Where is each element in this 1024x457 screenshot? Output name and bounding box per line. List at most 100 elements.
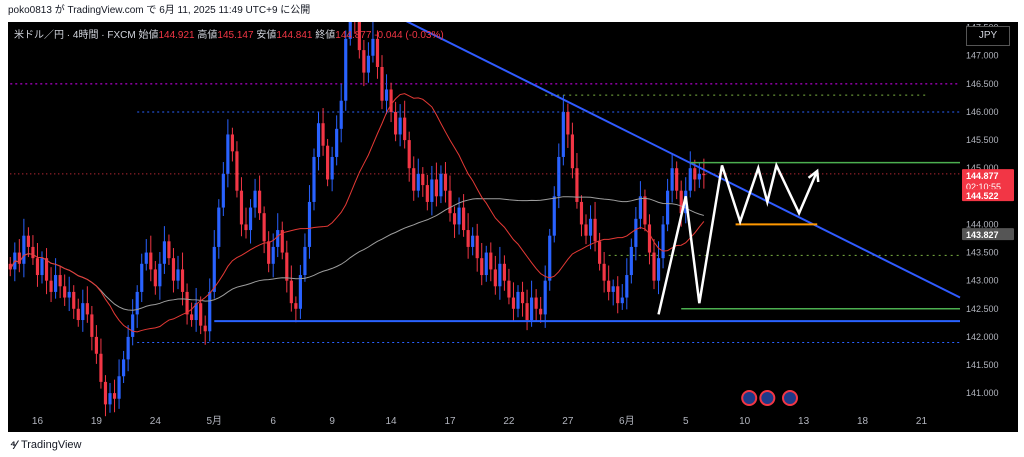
candle-body: [439, 173, 443, 197]
candle-body: [389, 89, 393, 112]
candle-body: [312, 156, 316, 202]
candle-body: [298, 275, 302, 309]
candle-body: [81, 303, 85, 321]
candle-body: [271, 246, 275, 264]
y-tick-label: 143.500: [966, 248, 999, 258]
candle-body: [321, 123, 325, 146]
y-tick-label: 141.000: [966, 388, 999, 398]
candle-body: [344, 38, 348, 101]
candle-body: [335, 128, 339, 157]
candle-body: [398, 117, 402, 135]
candle-body: [552, 196, 556, 236]
price-chart[interactable]: 141.000 141.500 142.000 142.500 143.000 143.5…: [8, 0, 1018, 432]
slow-moving-average-line: [9, 196, 705, 311]
candle-body: [135, 291, 139, 315]
candle-body: [31, 246, 35, 259]
candle-body: [326, 145, 330, 180]
candle-body: [153, 269, 157, 287]
candle-body: [267, 241, 271, 264]
candle-body: [484, 252, 488, 276]
price-axis-bg: [960, 22, 1018, 432]
x-tick-label: 14: [386, 416, 398, 427]
y-tick-label: 143.000: [966, 276, 999, 286]
candle-body: [40, 258, 44, 276]
candle-body: [103, 381, 108, 405]
candle-body: [593, 218, 597, 242]
y-tick-label: 146.500: [966, 79, 999, 89]
candle-body: [49, 280, 53, 292]
y-tick-label: 147.000: [966, 51, 999, 61]
candle-body: [611, 286, 615, 292]
candle-body: [76, 308, 80, 321]
candle-body: [702, 173, 706, 176]
candle-body: [588, 218, 593, 236]
candle-body: [579, 201, 584, 225]
candle-body: [180, 269, 185, 292]
publisher-line: poko0813 が TradingView.com で 6月 11, 2025…: [8, 5, 311, 16]
candle-body: [548, 235, 552, 281]
candle-body: [421, 173, 425, 186]
candle-body: [22, 235, 26, 264]
y-tick-label: 142.500: [966, 304, 999, 314]
candle-body: [226, 134, 230, 174]
price-tag-value: 144.522: [966, 191, 999, 201]
candle-body: [280, 230, 284, 253]
symbol-label: 米ドル／円 · 4時間 · FXCM: [14, 30, 136, 41]
candle-body: [443, 173, 448, 191]
candle-body: [511, 297, 516, 309]
price-tag-value: 144.877: [966, 171, 999, 181]
currency-button[interactable]: JPY: [966, 26, 1010, 46]
candle-body: [253, 190, 257, 208]
candle-body: [199, 303, 203, 326]
candle-body: [675, 168, 679, 191]
candle-body: [248, 207, 253, 231]
candle-body: [158, 263, 162, 287]
candle-body: [276, 230, 280, 247]
x-tick-label: 5: [683, 416, 689, 427]
candle-body: [561, 111, 565, 157]
candle-body: [330, 156, 334, 180]
candle-body: [598, 241, 602, 264]
candle-body: [498, 263, 502, 287]
candle-body: [357, 22, 361, 51]
candle-body: [416, 173, 420, 191]
candle-body: [8, 263, 12, 270]
high-label: 高値: [197, 30, 218, 41]
candle-body: [203, 325, 207, 332]
tradingview-logo[interactable]: ⁴⁄ TradingView: [10, 438, 82, 452]
candle-body: [144, 252, 148, 264]
candle-body: [634, 218, 638, 247]
candle-body: [235, 151, 239, 191]
ohlc-legend: 米ドル／円 · 4時間 · FXCM 始値144.921 高値145.147 安…: [14, 26, 444, 41]
forecast-zigzag-line: [657, 161, 819, 315]
candle-body: [570, 134, 574, 169]
candle-body: [72, 291, 76, 309]
candle-body: [625, 275, 629, 298]
x-tick-label: 18: [857, 416, 869, 427]
candle-body: [17, 252, 21, 264]
chart-area[interactable]: 141.000 141.500 142.000 142.500 143.000 143.5…: [8, 0, 1018, 432]
candle-body: [258, 190, 262, 214]
candle-body: [94, 336, 98, 354]
candle-body: [647, 224, 652, 253]
candle-body: [507, 280, 511, 298]
candle-body: [688, 168, 692, 191]
candle-body: [67, 291, 71, 298]
candle-body: [194, 303, 198, 321]
change-value: -0.044 (-0.03%): [374, 30, 444, 41]
candle-body: [656, 258, 661, 281]
candle-body: [539, 308, 543, 315]
x-tick-label: 17: [444, 416, 456, 427]
candle-body: [693, 168, 697, 180]
candle-body: [162, 241, 166, 264]
candle-body: [380, 66, 384, 101]
footer-bar: ⁴⁄ TradingView: [0, 432, 1024, 457]
candle-body: [108, 393, 112, 405]
candle-body: [466, 230, 470, 247]
candle-body: [394, 111, 398, 135]
candle-body: [543, 280, 547, 315]
candle-body: [122, 359, 126, 377]
x-tick-label: 21: [916, 416, 928, 427]
tradingview-brand: TradingView: [20, 439, 82, 451]
candle-body: [666, 190, 670, 225]
